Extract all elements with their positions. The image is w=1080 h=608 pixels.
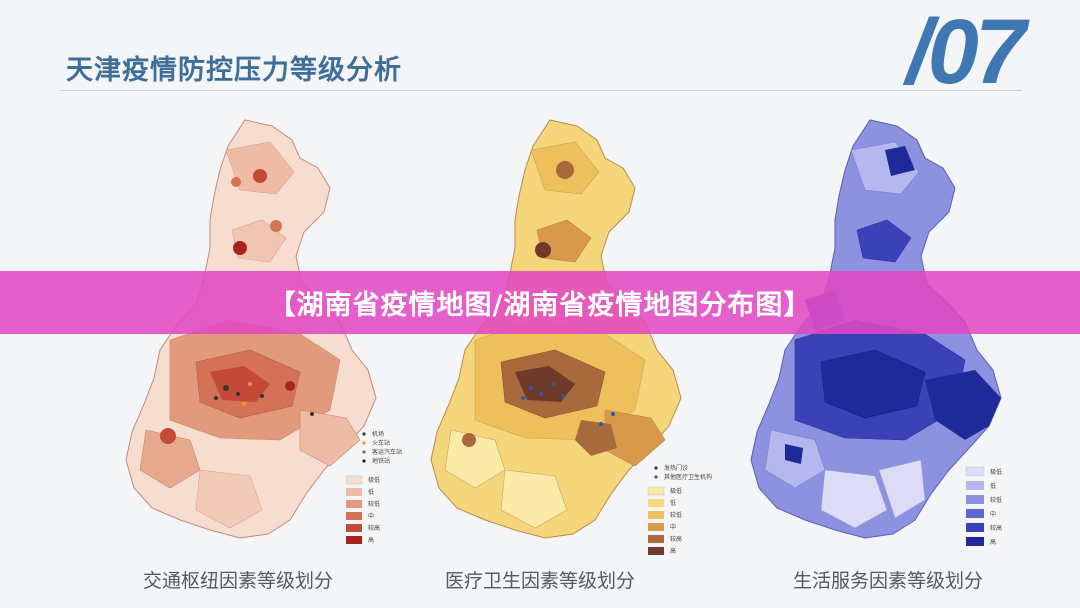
slide-title: 天津疫情防控压力等级分析: [66, 55, 402, 86]
map-medical-legend: 发热门诊 其他医疗卫生机构 极低 低 较低 中 较高 高: [647, 464, 712, 555]
legend-level-label: 极低: [368, 476, 380, 484]
legend-point-label: 机场: [372, 430, 384, 438]
legend-level-label: 低: [670, 499, 676, 507]
map-caption-transport: 交通枢纽因素等级划分: [142, 570, 333, 592]
map-transport-legend: 机场 火车站 客运汽车站 地铁站 极低 低 较低 中 较高 高: [345, 430, 402, 544]
legend-level-label: 较高: [368, 524, 380, 532]
legend-level-label: 极低: [990, 468, 1002, 476]
legend-level-label: 高: [990, 538, 996, 546]
legend-level-label: 低: [990, 482, 996, 490]
legend-point-label: 客运汽车站: [372, 448, 402, 456]
map-transport: [125, 119, 377, 539]
map-living-services: [750, 119, 1002, 539]
legend-level-label: 高: [670, 547, 676, 555]
legend-level-label: 较高: [670, 535, 682, 543]
map-caption-medical: 医疗卫生因素等级划分: [444, 570, 635, 592]
legend-level-label: 较低: [368, 500, 380, 508]
legend-level-label: 中: [670, 523, 676, 531]
legend-level-label: 低: [368, 488, 374, 496]
legend-level-label: 中: [990, 510, 996, 518]
title-divider: [60, 90, 1022, 91]
legend-level-label: 较低: [670, 511, 682, 519]
legend-level-label: 极低: [670, 487, 682, 495]
legend-point-label: 火车站: [372, 439, 390, 447]
legend-point-label: 其他医疗卫生机构: [664, 473, 712, 481]
legend-level-label: 中: [368, 512, 374, 520]
overlay-banner: 【湖南省疫情地图/湖南省疫情地图分布图】: [0, 271, 1080, 334]
legend-level-label: 较高: [990, 524, 1002, 532]
map-living-services-legend: 极低 低 较低 中 较高 高: [965, 466, 1002, 546]
page-number: /07: [906, 1, 1026, 103]
legend-level-label: 较低: [990, 496, 1002, 504]
legend-point-label: 地铁站: [372, 457, 390, 465]
legend-level-label: 高: [368, 536, 374, 544]
map-medical: [430, 119, 682, 539]
map-caption-living-services: 生活服务因素等级划分: [792, 570, 983, 592]
legend-point-label: 发热门诊: [664, 464, 688, 472]
